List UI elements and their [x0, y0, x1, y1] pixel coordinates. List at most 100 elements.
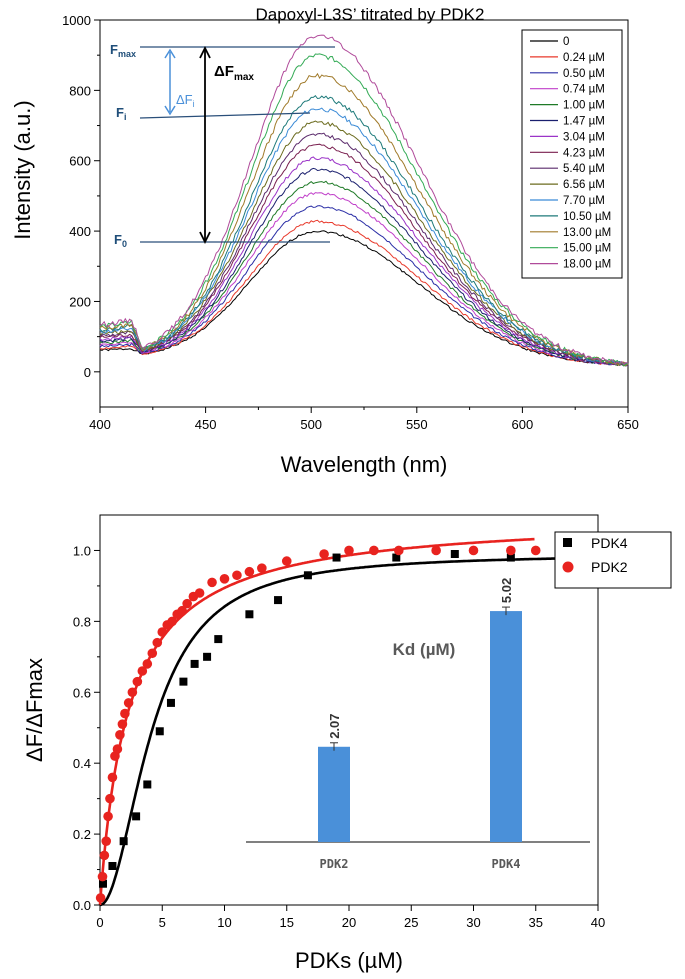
kd-inset-bar-chart: Kd (µM) 2.07 PDK2 5.02 PDK4	[246, 578, 590, 871]
pdk4-point	[392, 553, 401, 562]
pdk4-point	[190, 659, 199, 668]
inset-title: Kd (µM)	[393, 640, 456, 659]
spectrum-line	[99, 72, 629, 367]
fi-label: Fi	[116, 105, 126, 122]
spectrum-line	[99, 94, 629, 365]
f0-label: F0	[114, 232, 127, 249]
pdk-legend: PDK4 PDK2	[554, 531, 672, 589]
pdk2-point	[207, 577, 217, 588]
spectrum-line	[99, 107, 629, 365]
legend-label: 10.50 µM	[563, 211, 611, 223]
inset-category-label: PDK4	[492, 857, 521, 871]
y-tick-label: 0.4	[73, 756, 91, 771]
pdk4-point	[166, 698, 175, 707]
pdk2-point	[99, 850, 110, 861]
binding-curve-chart: 0 5 10 15 20 25 30 35 40 0.0 0.2 0.4 0.6 0.8 1.0 PDKs…	[22, 514, 672, 973]
bottom-plot-frame	[99, 514, 599, 906]
pdk4-point	[332, 553, 341, 562]
spectrum-line	[99, 205, 629, 367]
legend-label: 15.00 µM	[563, 243, 611, 255]
pdk4-point	[179, 677, 188, 686]
bottom-x-axis-label: PDKs (µM)	[295, 948, 403, 973]
pdk2-point	[142, 659, 153, 669]
pdk2-point	[244, 566, 255, 577]
pdk4-point	[98, 879, 107, 888]
bottom-legend-box	[554, 531, 672, 589]
pdk4-point	[506, 553, 515, 562]
legend-label: 13.00 µM	[563, 227, 611, 239]
x-tick-label: 15	[280, 915, 294, 930]
spectrum-line	[99, 167, 629, 367]
pdk2-point	[281, 556, 292, 566]
y-tick-label: 600	[69, 154, 91, 169]
x-tick-label: 650	[617, 417, 639, 432]
spectrum-line	[99, 156, 629, 366]
pdk2-point	[182, 598, 192, 609]
y-tick-label: 400	[69, 224, 91, 239]
fmax-label: Fmax	[110, 42, 136, 59]
data-points	[95, 545, 571, 903]
dfmax-arrow-head-bottom	[199, 231, 211, 245]
fluorescence-annotations: Fmax Fi F0 ΔFi ΔFmax	[110, 42, 335, 249]
legend-label: 4.23 µM	[563, 147, 605, 159]
pdk2-point	[95, 893, 106, 903]
pdk2-point	[152, 637, 163, 648]
x-tick-label: 20	[342, 915, 356, 930]
y-tick-label: 1.0	[73, 543, 91, 558]
pdk4-point	[155, 727, 164, 736]
spectra-curves	[99, 34, 629, 367]
pdk2-point	[117, 719, 128, 729]
pdk2-point	[157, 627, 168, 637]
legend-label: 0.74 µM	[563, 84, 605, 96]
y-tick-label: 1000	[62, 13, 91, 28]
pdk4-fit-curve	[99, 557, 566, 907]
x-tick-label: 600	[512, 417, 534, 432]
pdk2-point	[107, 772, 118, 783]
pdk2-point	[219, 574, 230, 584]
y-tick-label: 0.0	[73, 898, 91, 913]
concentration-legend: 0 0.24 µM 0.50 µM 0.74 µM 1.00 µM 1.47 µM 3.04…	[521, 29, 623, 279]
pdk2-point	[120, 708, 130, 719]
y-tick-label: 0.8	[73, 614, 91, 629]
pdk4-point	[303, 571, 312, 580]
y-tick-label: 800	[69, 83, 91, 98]
pdk2-point	[127, 687, 138, 698]
x-tick-label: 5	[159, 915, 166, 930]
pdk2-point	[257, 563, 267, 573]
pdk2-point	[530, 545, 541, 556]
x-tick-label: 400	[89, 417, 111, 432]
pdk2-point	[177, 605, 187, 616]
pdk2-point	[167, 616, 178, 627]
legend-label: 6.56 µM	[563, 179, 605, 191]
pdk2-point	[97, 871, 108, 882]
top-chart-title: Dapoxyl-L3S’ titrated by PDK2	[256, 5, 485, 24]
spectrum-line	[99, 192, 629, 366]
pdk2-point	[394, 545, 404, 556]
dfi-arrow-head-bottom	[164, 105, 176, 116]
pdk4-point	[143, 780, 152, 789]
pdk4-point	[132, 812, 141, 821]
y-tick-label: 0.2	[73, 827, 91, 842]
dfmax-arrow-head-top	[199, 45, 211, 59]
top-x-axis-label: Wavelength (nm)	[281, 452, 448, 477]
inset-category-label: PDK2	[320, 857, 349, 871]
pdk2-point	[468, 545, 479, 556]
legend-pdk2-label: PDK2	[591, 559, 628, 575]
pdk2-point	[319, 549, 329, 559]
dfmax-label: ΔFmax	[214, 63, 254, 83]
spectrum-line	[99, 180, 629, 367]
pdk2-point	[112, 744, 123, 754]
inset-value-label: 5.02	[499, 578, 514, 603]
x-tick-label: 0	[96, 915, 103, 930]
pdk2-fit-curve	[98, 537, 535, 906]
spectrum-line	[99, 120, 629, 367]
pdk4-point	[108, 862, 117, 870]
legend-label: 0.50 µM	[563, 68, 605, 80]
inset-value-label: 2.07	[327, 713, 342, 738]
legend-label: 5.40 µM	[563, 163, 605, 175]
legend-label: 1.00 µM	[563, 100, 605, 112]
y-tick-label: 200	[69, 294, 91, 309]
x-tick-label: 25	[404, 915, 418, 930]
top-y-ticks: 0 200 400 600 800 1000	[62, 13, 100, 380]
x-tick-label: 10	[217, 915, 231, 930]
